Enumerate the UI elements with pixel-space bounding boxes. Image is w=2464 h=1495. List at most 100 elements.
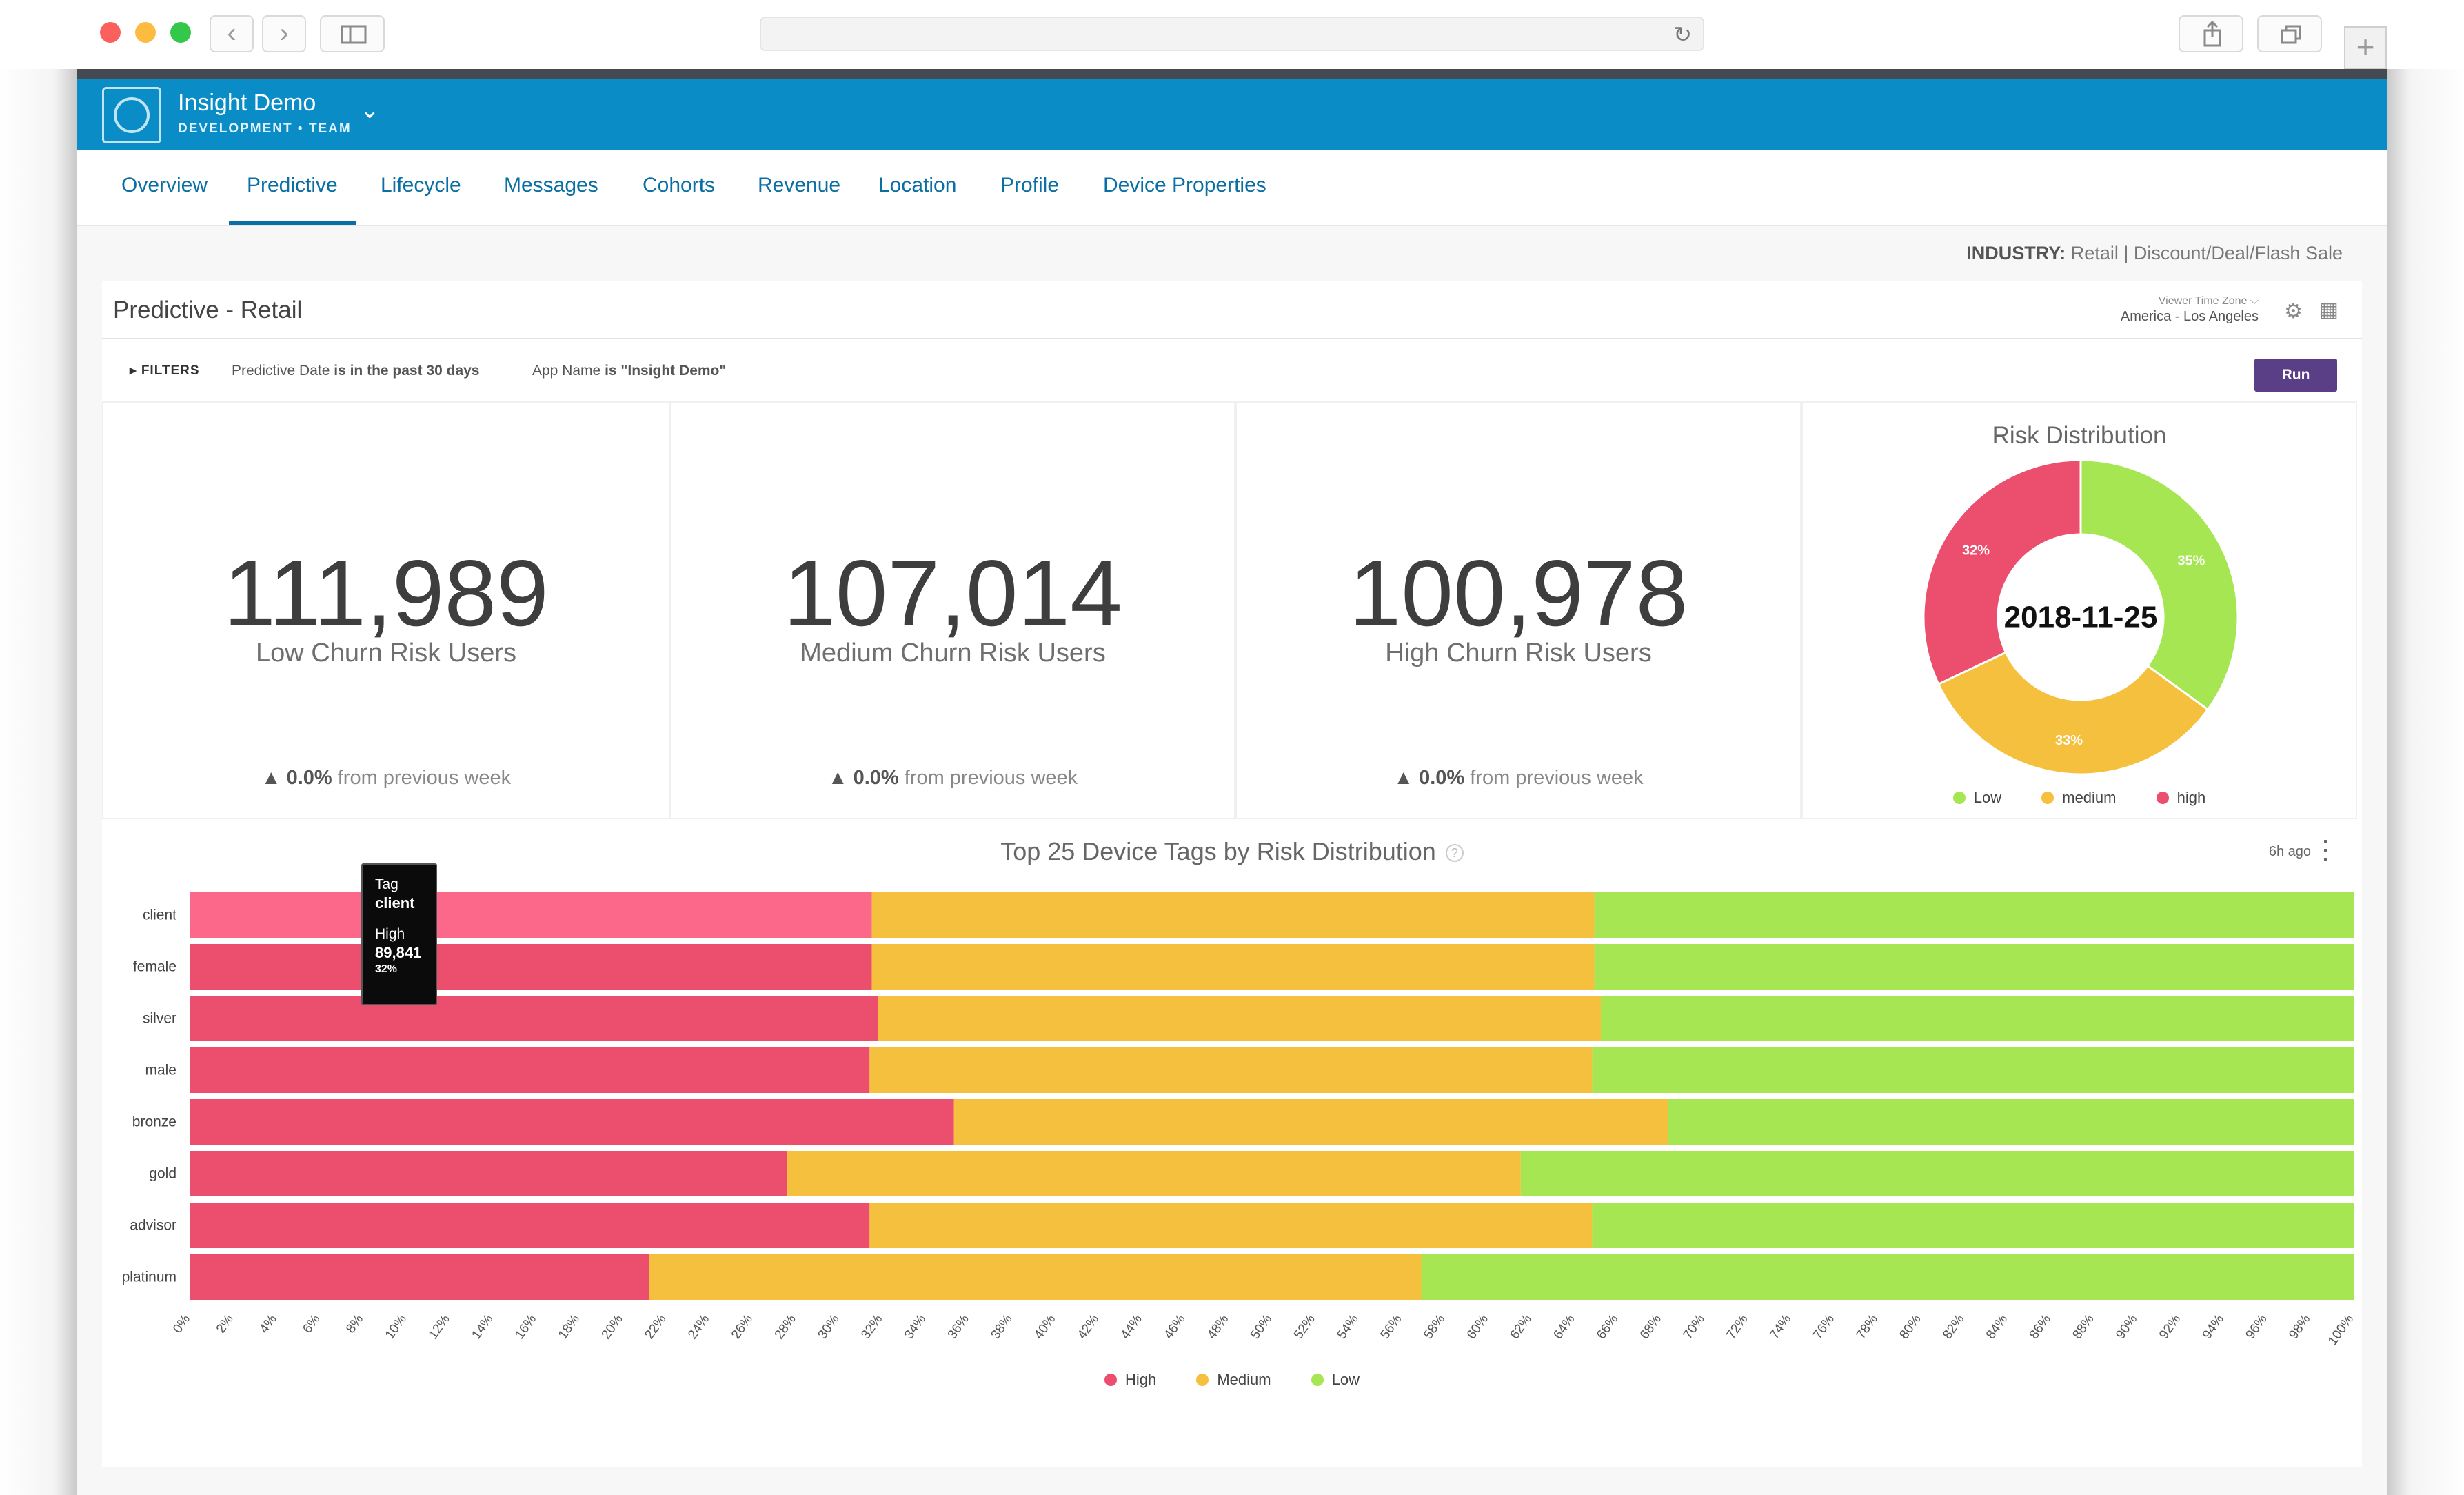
bar-high-bronze[interactable] [190,1099,954,1145]
close-window-button[interactable] [100,22,121,43]
device-tags-bar-chart: client female silver male bronze gold advisor p… [122,892,2356,1348]
legend-item-low[interactable]: Low [1311,1371,1360,1389]
device-tags-card: Top 25 Device Tags by Risk Distribution?… [102,823,2362,1467]
risk-donut-chart[interactable]: 35% 33% 32% 2018-11-25 [1920,456,2241,778]
donut-slice-high[interactable] [1922,459,2082,686]
legend-item-medium[interactable]: medium [2041,789,2117,807]
chevron-left-icon: ‹ [227,18,236,48]
bar-high-gold[interactable] [190,1151,788,1196]
tab-lifecycle[interactable]: Lifecycle [381,174,461,197]
bar-high-silver[interactable] [190,996,878,1041]
donut-slice-low[interactable] [2079,459,2239,712]
bar-medium-gold[interactable] [787,1151,1521,1196]
kpi-value: 107,014 [783,541,1122,645]
bar-low-gold[interactable] [1520,1151,2354,1196]
x-tick-label: 12% [426,1312,453,1342]
x-tick-label: 56% [1377,1312,1404,1342]
filter-app-name[interactable]: App Name is "Insight Demo" [532,363,727,379]
chevron-down-icon[interactable]: ⌄ [360,97,380,123]
legend-item-high[interactable]: high [2156,789,2205,807]
x-tick-label: 30% [815,1312,842,1342]
tab-device-properties[interactable]: Device Properties [1103,174,1266,197]
bar-high-female[interactable] [190,944,872,990]
x-tick-label: 64% [1551,1312,1577,1342]
x-tick-label: 58% [1421,1312,1448,1342]
bar-medium-female[interactable] [871,944,1595,990]
legend-item-low[interactable]: Low [1952,789,2001,807]
x-tick-label: 42% [1075,1312,1102,1342]
panel-title: Predictive - Retail [113,297,303,323]
bar-low-advisor[interactable] [1592,1203,2354,1248]
x-tick-label: 2% [214,1312,236,1336]
filter-predictive-date[interactable]: Predictive Date is in the past 30 days [232,363,480,379]
x-tick-label: 24% [685,1312,712,1342]
chart-tooltip: Tag client High 89,841 32% [361,863,437,1005]
tab-location[interactable]: Location [878,174,957,197]
bar-low-bronze[interactable] [1668,1099,2354,1145]
tab-profile[interactable]: Profile [1000,174,1060,197]
bar-high-client[interactable] [190,892,872,938]
x-tick-label: 68% [1637,1312,1664,1342]
x-tick-label: 54% [1335,1312,1362,1342]
app-name[interactable]: Insight Demo [178,90,316,116]
tab-cohorts[interactable]: Cohorts [643,174,716,197]
bar-low-female[interactable] [1594,944,2354,990]
legend-dot [2041,792,2054,804]
tabs-overview-button[interactable] [2257,15,2322,52]
legend-dot [2156,792,2169,804]
bar-medium-client[interactable] [871,892,1595,938]
bar-low-male[interactable] [1592,1047,2354,1093]
timezone-value[interactable]: America - Los Angeles [2120,309,2259,324]
x-tick-label: 62% [1508,1312,1535,1342]
timezone-label[interactable]: Viewer Time Zone ⌵ [2158,295,2259,307]
new-tab-button[interactable]: + [2344,26,2387,69]
address-bar[interactable]: ↻ [760,17,1704,51]
kpi-card-high: 100,978 High Churn Risk Users ▲ 0.0% fro… [1235,401,1801,819]
bar-high-platinum[interactable] [190,1254,649,1300]
divider [102,338,2362,339]
x-tick-label: 74% [1767,1312,1794,1342]
tab-revenue[interactable]: Revenue [758,174,841,197]
back-button[interactable]: ‹ [210,15,254,52]
x-tick-label: 82% [1940,1312,1967,1342]
bar-medium-silver[interactable] [878,996,1601,1041]
legend-item-medium[interactable]: Medium [1196,1371,1271,1389]
bar-low-platinum[interactable] [1421,1254,2354,1300]
x-tick-label: 20% [599,1312,626,1342]
gear-icon[interactable]: ⚙ [2284,300,2303,323]
x-tick-label: 48% [1204,1312,1231,1342]
filters-toggle[interactable]: ▸ FILTERS [130,363,200,378]
bar-legend: High Medium Low [102,1371,2362,1389]
bar-high-advisor[interactable] [190,1203,870,1248]
forward-button[interactable]: › [262,15,306,52]
sidebar-toggle-button[interactable] [320,15,385,52]
risk-distribution-title: Risk Distribution [1992,422,2167,449]
x-tick-label: 0% [170,1312,193,1336]
more-menu-icon[interactable]: ⋮ [2312,836,2339,865]
chevron-right-icon: › [279,18,289,48]
help-icon[interactable]: ? [1445,844,1464,862]
tab-messages[interactable]: Messages [504,174,598,197]
bar-low-silver[interactable] [1600,996,2354,1041]
grid-icon[interactable]: ▦ [2319,299,2339,321]
bar-medium-bronze[interactable] [953,1099,1668,1145]
bar-medium-platinum[interactable] [649,1254,1422,1300]
share-button[interactable] [2179,15,2243,52]
donut-slice-medium[interactable] [1937,651,2210,776]
tab-overview[interactable]: Overview [121,174,208,197]
donut-legend: Low medium high [1803,789,2356,807]
reload-icon[interactable]: ↻ [1673,22,1692,47]
x-tick-label: 66% [1594,1312,1621,1342]
zoom-window-button[interactable] [170,22,191,43]
x-tick-label: 100% [2325,1312,2356,1348]
bar-high-male[interactable] [190,1047,870,1093]
bar-medium-advisor[interactable] [869,1203,1593,1248]
minimize-window-button[interactable] [135,22,156,43]
tab-predictive[interactable]: Predictive [229,174,356,225]
bar-medium-male[interactable] [869,1047,1593,1093]
bar-low-client[interactable] [1594,892,2354,938]
legend-item-high[interactable]: High [1104,1371,1156,1389]
app-subtitle: DEVELOPMENT • TEAM [178,121,352,136]
x-tick-label: 86% [2027,1312,2054,1342]
run-button[interactable]: Run [2254,359,2337,392]
